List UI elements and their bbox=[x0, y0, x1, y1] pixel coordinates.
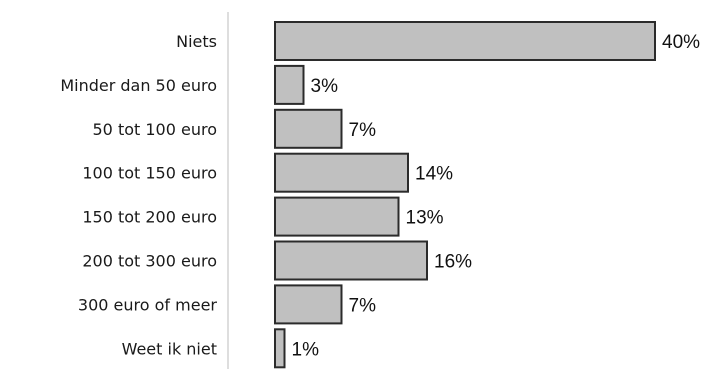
category-label: 300 euro of meer bbox=[78, 295, 217, 314]
value-label: 7% bbox=[349, 295, 377, 316]
bar bbox=[274, 21, 656, 61]
value-label: 40% bbox=[662, 32, 700, 53]
category-label: Minder dan 50 euro bbox=[60, 76, 217, 95]
bars-layer bbox=[274, 21, 656, 369]
bar bbox=[274, 64, 305, 105]
bar bbox=[274, 328, 286, 369]
value-label: 1% bbox=[292, 339, 320, 360]
category-label: 150 tot 200 euro bbox=[82, 208, 217, 227]
bar bbox=[274, 196, 400, 237]
category-label: Niets bbox=[176, 32, 217, 51]
value-label: 16% bbox=[434, 252, 472, 273]
category-label: 200 tot 300 euro bbox=[82, 252, 217, 271]
value-label: 14% bbox=[415, 164, 453, 185]
value-label: 7% bbox=[349, 120, 377, 141]
category-label: 50 tot 100 euro bbox=[93, 120, 218, 139]
bar bbox=[274, 284, 343, 325]
bar bbox=[274, 240, 428, 281]
category-labels-layer: Niets Minder dan 50 euro 50 tot 100 euro 10… bbox=[60, 32, 217, 358]
value-label: 13% bbox=[406, 208, 444, 229]
category-label: 100 tot 150 euro bbox=[82, 164, 217, 183]
category-label: Weet ik niet bbox=[122, 339, 217, 358]
value-labels-layer: 40% 3% 7% 14% 13% 16% 7% 1% bbox=[292, 32, 701, 360]
bar bbox=[274, 108, 343, 149]
value-label: 3% bbox=[311, 76, 339, 97]
bar bbox=[274, 152, 409, 193]
